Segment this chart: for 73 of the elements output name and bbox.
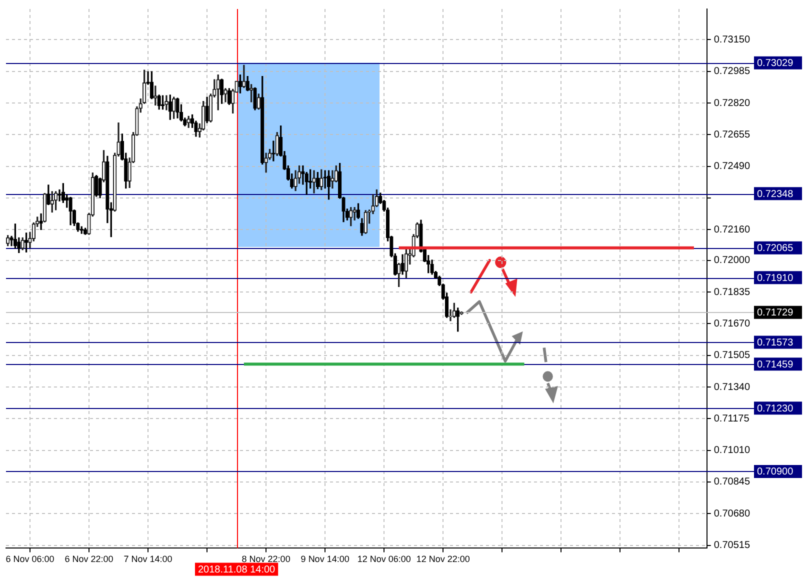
candlestick	[460, 311, 464, 315]
ref-line-label: 0.71230	[757, 403, 794, 414]
candlestick	[224, 88, 228, 102]
candlestick	[242, 64, 246, 88]
y-tick-label: 0.70845	[714, 476, 750, 488]
candlestick	[157, 94, 161, 110]
candlestick	[205, 96, 209, 124]
candlestick	[176, 98, 180, 118]
ref-line-label: 0.72348	[757, 188, 794, 200]
candlestick	[42, 193, 47, 222]
y-tick-label: 0.71340	[714, 382, 750, 393]
candlestick	[330, 170, 334, 189]
candlestick	[227, 88, 231, 105]
candlestick	[264, 152, 268, 173]
candlestick	[364, 210, 368, 234]
x-tick-label: 6 Nov 22:00	[64, 554, 114, 564]
y-tick-label: 0.71175	[714, 413, 750, 424]
candlestick	[46, 184, 50, 206]
ref-line-label: 0.72065	[757, 243, 794, 254]
y-tick-label: 0.72160	[714, 224, 750, 236]
candlestick	[356, 203, 360, 219]
ref-line-label: 0.71573	[757, 338, 794, 349]
x-tick-label: 12 Nov 06:00	[357, 554, 411, 564]
y-tick-label: 0.71010	[714, 445, 750, 456]
candlestick	[275, 132, 279, 156]
y-tick-label: 0.71835	[714, 286, 750, 298]
candlestick	[164, 95, 168, 110]
candlestick	[316, 172, 320, 190]
candlestick	[448, 309, 452, 322]
y-tick-label: 0.71670	[714, 318, 750, 330]
candlestick	[360, 218, 364, 236]
ref-line-label: 0.73029	[757, 58, 794, 70]
candlestick	[272, 140, 276, 162]
candlestick	[58, 189, 62, 202]
y-tick-label: 0.72000	[714, 255, 750, 266]
candlestick	[54, 191, 58, 210]
candlestick	[154, 86, 158, 106]
candlestick	[98, 178, 102, 198]
x-tick-label: 2018.11.08 14:00	[198, 564, 276, 576]
candlestick	[253, 87, 257, 110]
candlestick	[6, 235, 10, 246]
y-tick-label: 0.70680	[714, 508, 750, 520]
ref-line-label: 0.71729	[757, 308, 794, 319]
y-tick-label: 0.72985	[714, 66, 750, 78]
candlestick	[349, 207, 353, 226]
candlestick	[39, 213, 43, 230]
candlestick	[150, 71, 154, 100]
candlestick	[323, 170, 327, 189]
x-tick-label: 6 Nov 06:00	[6, 554, 54, 564]
y-tick-label: 0.71505	[714, 350, 750, 362]
candlestick	[312, 170, 316, 194]
ref-line-label: 0.71459	[757, 359, 794, 370]
candlestick	[24, 232, 28, 252]
candlestick	[68, 196, 72, 226]
candlestick	[352, 207, 356, 220]
y-tick-label: 0.72655	[714, 129, 750, 140]
candlestick	[65, 194, 69, 208]
y-tick-label: 0.72820	[714, 98, 750, 109]
ref-line-label: 0.71910	[757, 272, 794, 284]
candlestick	[320, 169, 324, 190]
ref-line-label: 0.70900	[757, 466, 794, 478]
candlestick	[260, 76, 264, 165]
x-tick-label: 7 Nov 14:00	[124, 554, 172, 564]
y-tick-label: 0.73150	[714, 34, 750, 46]
y-tick-label: 0.72490	[714, 161, 750, 172]
x-tick-label: 8 Nov 22:00	[242, 554, 290, 564]
candlestick	[94, 175, 98, 197]
y-tick-label: 0.70515	[714, 540, 750, 552]
x-tick-label: 9 Nov 14:00	[300, 554, 350, 564]
candlestick	[102, 150, 106, 182]
candlestick	[172, 96, 176, 119]
x-tick-label: 12 Nov 22:00	[416, 554, 470, 564]
candlestick	[220, 78, 224, 104]
